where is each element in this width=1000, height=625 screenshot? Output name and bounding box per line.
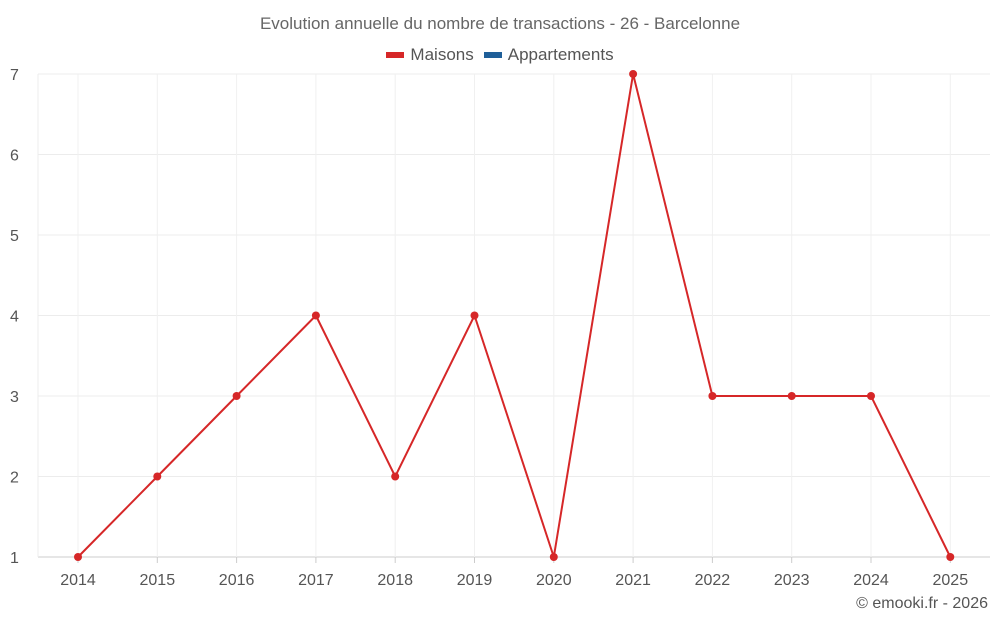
x-tick-label: 2023 <box>774 572 810 589</box>
data-point <box>708 392 717 400</box>
y-tick-label: 3 <box>10 389 19 406</box>
data-point <box>311 311 320 320</box>
data-point <box>232 392 241 400</box>
data-point <box>470 311 479 320</box>
y-tick-label: 2 <box>10 470 19 487</box>
x-tick-label: 2014 <box>60 572 96 589</box>
x-tick-label: 2020 <box>536 572 572 589</box>
x-tick-label: 2024 <box>853 572 889 589</box>
data-point <box>867 392 875 400</box>
chart-title: Evolution annuelle du nombre de transact… <box>259 14 741 33</box>
data-point <box>74 553 82 561</box>
data-point <box>391 472 400 481</box>
data-point <box>787 392 796 400</box>
legend-label-maisons: Maisons <box>410 45 474 64</box>
x-tick-label: 2017 <box>298 572 334 589</box>
data-point <box>153 472 162 481</box>
legend-label-appartements: Appartements <box>507 45 614 64</box>
data-point <box>946 553 955 561</box>
x-tick-label: 2016 <box>219 572 255 589</box>
legend-item-appartements[interactable]: Appartements <box>483 45 614 65</box>
legend-swatch-appartements <box>483 52 502 58</box>
x-tick-label: 2022 <box>695 572 731 589</box>
x-tick-label: 2021 <box>615 572 651 589</box>
data-point <box>549 553 558 561</box>
x-tick-label: 2019 <box>457 572 493 589</box>
credit-text: © emooki.fr - 2026 <box>856 595 988 612</box>
y-tick-label: 7 <box>10 67 19 84</box>
legend-swatch-maisons <box>386 52 405 58</box>
y-tick-label: 4 <box>10 309 19 326</box>
x-tick-label: 2025 <box>933 572 969 589</box>
series-line-maisons <box>77 73 952 558</box>
y-tick-label: 5 <box>10 228 19 245</box>
y-tick-label: 6 <box>10 148 19 165</box>
legend-item-maisons[interactable]: Maisons <box>386 45 474 65</box>
x-tick-label: 2018 <box>377 572 413 589</box>
data-point <box>629 70 638 78</box>
x-tick-label: 2015 <box>140 572 176 589</box>
legend: Maisons Appartements <box>0 45 1000 65</box>
y-tick-label: 1 <box>10 550 19 567</box>
